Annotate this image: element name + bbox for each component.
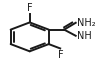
Text: NH₂: NH₂	[77, 18, 96, 28]
Text: NH: NH	[77, 31, 92, 41]
Text: F: F	[58, 49, 64, 59]
Text: F: F	[27, 3, 33, 13]
